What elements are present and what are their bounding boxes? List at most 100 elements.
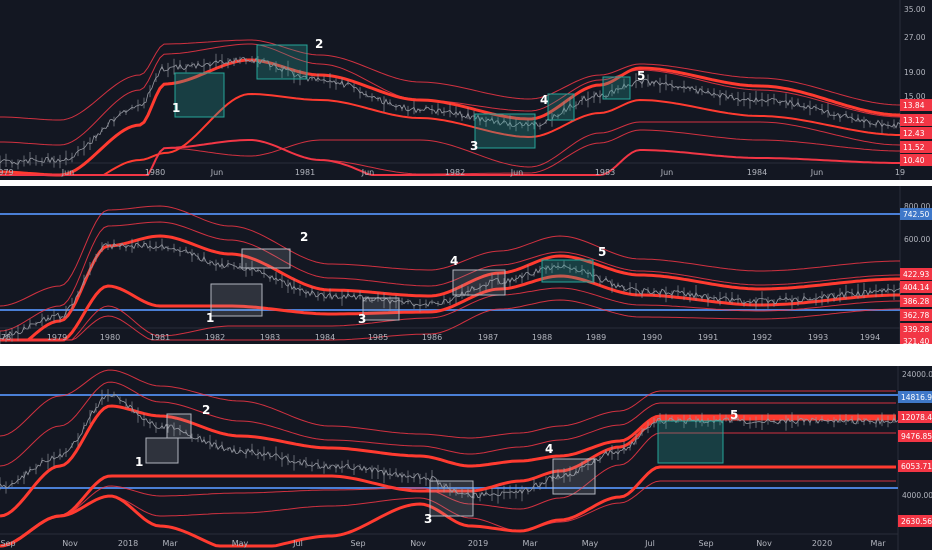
y-tick-label: 800.00 — [904, 202, 930, 211]
x-tick-label: Jul — [292, 539, 303, 548]
price-label-badge — [900, 335, 932, 344]
x-tick-label: 1991 — [698, 333, 718, 342]
y-tick-label: 15.00 — [904, 92, 926, 101]
price-series — [0, 53, 901, 171]
pattern-box-3[interactable] — [362, 297, 400, 321]
price-label-text: 386.28 — [903, 297, 929, 306]
price-label-text: 2630.56 — [901, 517, 932, 526]
pattern-label-5: 5 — [598, 245, 606, 259]
price-label-text: 12.43 — [903, 129, 925, 138]
price-label-text: 10.40 — [903, 156, 925, 165]
pattern-box-2[interactable] — [166, 413, 192, 439]
x-tick-label: Nov — [756, 539, 772, 548]
x-tick-label: 1985 — [368, 333, 388, 342]
x-tick-label: Sep — [0, 539, 15, 548]
x-tick-label: 1982 — [445, 168, 465, 177]
x-tick-label: 19 — [895, 168, 905, 177]
price-label-badge — [900, 281, 932, 293]
x-tick-label: Mar — [162, 539, 178, 548]
envelope-band-line — [0, 234, 900, 342]
envelope-band-line — [0, 404, 896, 518]
x-tick-label: 1989 — [586, 333, 606, 342]
envelope-band-line — [0, 381, 896, 467]
price-label-text: 11.52 — [903, 143, 925, 152]
pattern-label-2: 2 — [315, 37, 323, 51]
pattern-box-2[interactable] — [256, 44, 308, 80]
pattern-label-2: 2 — [202, 403, 210, 417]
x-tick-label: Jun — [510, 168, 524, 177]
price-line — [0, 394, 899, 499]
price-label-badge — [898, 411, 932, 423]
y-tick-label: 19.00 — [904, 68, 926, 77]
x-tick-label: 1994 — [860, 333, 880, 342]
price-label-badge — [900, 295, 932, 307]
pattern-label-5: 5 — [730, 408, 738, 422]
pattern-label-1: 1 — [206, 311, 214, 325]
pattern-box-1[interactable] — [145, 437, 179, 464]
y-tick-label: 600.00 — [904, 235, 930, 244]
price-label-badge — [898, 430, 932, 442]
chart-panel-3-svg[interactable]: 1 2 3 4 5 Sep Nov 2018 Mar May Jul Sep Nov 2019 Mar May… — [0, 366, 932, 550]
pattern-box-4[interactable] — [552, 458, 596, 495]
price-series — [0, 238, 901, 344]
pattern-label-1: 1 — [172, 101, 180, 115]
pattern-box-5[interactable] — [657, 420, 724, 464]
chart-panel-2: 1 2 3 4 5 78 1979 1980 1981 1982 1983 1984 1985 1986 1… — [0, 186, 932, 344]
x-tick-label: 1990 — [642, 333, 662, 342]
pattern-box-3[interactable] — [474, 113, 536, 149]
x-tick-label: 1984 — [747, 168, 767, 177]
pattern-label-3: 3 — [424, 512, 432, 526]
chart-panel-2-svg[interactable]: 1 2 3 4 5 78 1979 1980 1981 1982 1983 1984 1985 1986 1… — [0, 186, 932, 344]
pattern-box-3[interactable] — [429, 480, 474, 517]
envelope-band-line — [0, 369, 896, 439]
price-label-text: 6053.71 — [901, 462, 932, 471]
x-tick-label: 979 — [0, 168, 14, 177]
pattern-label-3: 3 — [470, 139, 478, 153]
chart-panel-1-svg[interactable]: 1 2 3 4 5 979 Jun 1980 Jun 1981 Jun 1982 Jun 1983 Jun 1… — [0, 0, 932, 180]
pattern-box-5[interactable] — [602, 76, 631, 100]
x-tick-label: May — [582, 539, 599, 548]
x-tick-label: 1979 — [47, 333, 67, 342]
pattern-box-1[interactable] — [174, 72, 225, 118]
chart-panel-1: 1 2 3 4 5 979 Jun 1980 Jun 1981 Jun 1982 Jun 1983 Jun 1… — [0, 0, 932, 180]
x-tick-label: 2018 — [118, 539, 138, 548]
pattern-label-4: 4 — [540, 93, 548, 107]
price-label-badge — [898, 391, 932, 403]
x-tick-label: 1980 — [145, 168, 165, 177]
x-tick-label: Nov — [62, 539, 78, 548]
x-tick-label: 1982 — [205, 333, 225, 342]
pattern-box-5[interactable] — [541, 259, 594, 283]
x-tick-label: Mar — [522, 539, 538, 548]
x-tick-label: Mar — [870, 539, 886, 548]
x-tick-label: 1983 — [595, 168, 615, 177]
pattern-box-1[interactable] — [210, 283, 263, 317]
price-label-text: 13.12 — [903, 116, 925, 125]
envelope-band-line — [0, 274, 900, 342]
x-tick-label: Jun — [61, 168, 75, 177]
price-label-text: 9476.85 — [901, 432, 932, 441]
x-tick-label: Jun — [361, 168, 375, 177]
pattern-box-4[interactable] — [547, 93, 575, 121]
pattern-box-2[interactable] — [241, 248, 291, 269]
x-tick-label: 1980 — [100, 333, 120, 342]
x-tick-label: Jun — [210, 168, 224, 177]
pattern-label-5: 5 — [637, 69, 645, 83]
x-tick-label: 78 — [1, 333, 11, 342]
envelope-band-line — [0, 432, 896, 547]
envelope-band-line — [0, 205, 900, 307]
y-tick-label: 24000.00 — [902, 370, 932, 379]
x-tick-label: 2019 — [468, 539, 488, 548]
price-line — [0, 57, 901, 165]
envelope-band-line — [0, 92, 900, 176]
pattern-box-4[interactable] — [452, 269, 506, 296]
price-label-text: 362.78 — [903, 311, 929, 320]
price-series — [0, 389, 899, 504]
x-tick-label: Jun — [810, 168, 824, 177]
x-tick-label: 1983 — [260, 333, 280, 342]
x-tick-label: 1992 — [752, 333, 772, 342]
y-tick-label: 35.00 — [904, 5, 926, 14]
chart-panel-3: 1 2 3 4 5 Sep Nov 2018 Mar May Jul Sep Nov 2019 Mar May… — [0, 366, 932, 550]
x-tick-label: 1984 — [315, 333, 335, 342]
price-label-text: 14816.96 — [901, 393, 932, 402]
x-tick-label: Sep — [698, 539, 713, 548]
